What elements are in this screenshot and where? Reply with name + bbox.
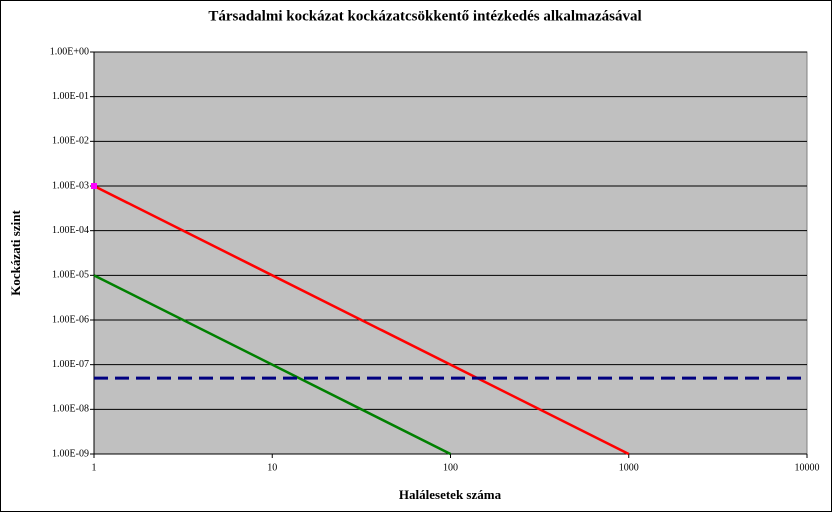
series-line: [93, 274, 452, 456]
chart-title: Társadalmi kockázat kockázatcsökkentő in…: [208, 8, 641, 24]
y-tick-label: 1.00E-09: [52, 448, 89, 459]
series-line: [93, 184, 630, 456]
y-tick-label: 1.00E+00: [50, 46, 89, 57]
y-tick-label: 1.00E-04: [52, 225, 89, 236]
x-tick-label: 1000: [619, 462, 639, 473]
x-tick-label: 10: [267, 462, 277, 473]
y-tick-label: 1.00E-06: [52, 314, 89, 325]
y-tick-label: 1.00E-05: [52, 270, 89, 281]
y-axis-title: Kockázati szint: [8, 210, 23, 296]
y-tick-label: 1.00E-03: [52, 180, 89, 191]
marker: [91, 183, 97, 189]
x-tick-label: 10000: [795, 462, 820, 473]
x-tick-label: 1: [92, 462, 97, 473]
y-tick-label: 1.00E-07: [52, 359, 89, 370]
plot-area: [93, 51, 808, 455]
x-tick-label: 100: [443, 462, 458, 473]
x-axis-title: Halálesetek száma: [399, 487, 502, 502]
y-tick-label: 1.00E-02: [52, 136, 89, 147]
y-tick-label: 1.00E-08: [52, 404, 89, 415]
y-tick-label: 1.00E-01: [52, 91, 89, 102]
